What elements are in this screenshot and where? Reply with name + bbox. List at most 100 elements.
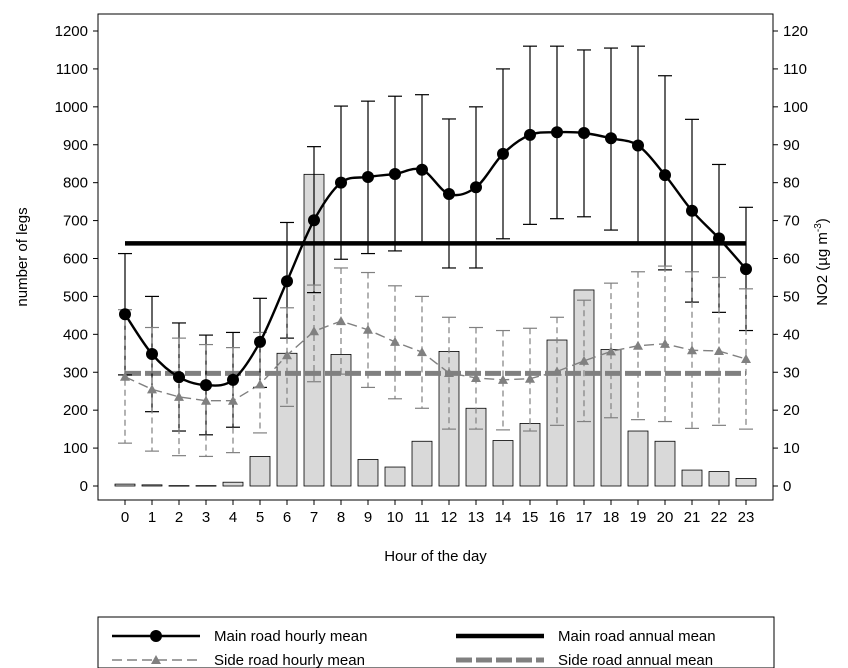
x-tick-label-21: 21 — [684, 509, 701, 526]
main-hourly-mean-point-0 — [119, 308, 131, 321]
main-hourly-mean-point-17 — [578, 126, 590, 139]
left-tick-label-800: 800 — [63, 175, 88, 192]
side-hourly-mean-point-12 — [444, 368, 454, 378]
main-hourly-mean-point-9 — [362, 170, 374, 183]
left-tick-label-500: 500 — [63, 288, 88, 305]
x-tick-label-8: 8 — [337, 509, 345, 526]
side-hourly-mean-point-9 — [363, 324, 373, 334]
side-hourly-mean-point-0 — [120, 371, 130, 381]
main-hourly-mean-point-3 — [200, 379, 212, 392]
bar-hour-20 — [654, 440, 676, 487]
main-hourly-mean-point-16 — [551, 126, 563, 139]
y-axis-right-title-close: ) — [814, 218, 831, 223]
x-tick-label-5: 5 — [256, 509, 264, 526]
hourly-mean-lines — [124, 130, 747, 402]
bar-hour-21 — [681, 469, 703, 487]
x-tick-label-7: 7 — [310, 509, 318, 526]
x-tick-label-0: 0 — [121, 509, 129, 526]
x-axis: 0 1 2 3 4 5 6 7 8 9 10 11 12 13 14 15 16 17 18 19 20 21 22 23 — [121, 500, 755, 526]
x-tick-label-18: 18 — [603, 509, 620, 526]
side-hourly-mean-point-1 — [147, 384, 157, 394]
main-hourly-mean-point-20 — [659, 169, 671, 182]
side-hourly-mean-point-10 — [390, 336, 400, 346]
left-tick-label-100: 100 — [63, 440, 88, 457]
main-hourly-mean-point-11 — [416, 163, 428, 176]
right-tick-label-50: 50 — [783, 288, 800, 305]
right-tick-label-30: 30 — [783, 364, 800, 381]
x-tick-label-17: 17 — [576, 509, 593, 526]
main-hourly-mean-point-10 — [389, 167, 401, 180]
bars-group — [114, 173, 757, 487]
x-tick-label-4: 4 — [229, 509, 237, 526]
legend-label-side-road-annual-mean: Side road annual mean — [558, 652, 713, 668]
bar-hour-4 — [222, 481, 244, 487]
right-tick-label-60: 60 — [783, 251, 800, 268]
side-hourly-mean-point-17 — [579, 355, 589, 365]
x-tick-label-9: 9 — [364, 509, 372, 526]
side-hourly-mean-point-5 — [255, 379, 265, 389]
legend-entries: Main road hourly mean Main road annual me… — [112, 628, 716, 668]
left-tick-label-300: 300 — [63, 364, 88, 381]
side-hourly-mean-point-7 — [309, 326, 319, 336]
side-hourly-mean-point-14 — [498, 374, 508, 384]
x-tick-label-20: 20 — [657, 509, 674, 526]
main-hourly-mean-point-13 — [470, 181, 482, 194]
main-hourly-mean-point-21 — [686, 204, 698, 217]
side-hourly-mean-point-23 — [741, 353, 751, 363]
bar-hour-10 — [384, 466, 406, 487]
left-tick-label-200: 200 — [63, 402, 88, 419]
left-axis: 0 100 200 300 400 500 600 700 800 900 1000 1100 1200 — [55, 23, 98, 495]
side-road-hourly-mean-line — [124, 320, 747, 402]
error-bars — [118, 45, 753, 458]
bar-hour-9 — [357, 459, 379, 487]
main-hourly-mean-point-4 — [227, 373, 239, 386]
main-road-hourly-mean-line — [124, 130, 747, 387]
left-tick-label-700: 700 — [63, 213, 88, 230]
bar-hour-3 — [195, 485, 217, 487]
side-hourly-mean-point-6 — [282, 350, 292, 360]
left-tick-label-1100: 1100 — [56, 61, 88, 78]
main-hourly-mean-point-7 — [308, 214, 320, 227]
left-tick-label-900: 900 — [63, 137, 88, 154]
side-hourly-mean-point-15 — [525, 373, 535, 383]
legend-label-main-road-hourly-mean: Main road hourly mean — [214, 628, 367, 645]
right-tick-label-110: 110 — [783, 61, 807, 78]
right-tick-label-20: 20 — [783, 402, 800, 419]
right-axis: 0 10 20 30 40 50 60 70 80 90 100 110 120 — [773, 23, 808, 495]
left-tick-label-600: 600 — [63, 251, 88, 268]
x-tick-label-2: 2 — [175, 509, 183, 526]
plot-frame — [97, 13, 774, 501]
right-tick-label-100: 100 — [783, 99, 808, 116]
main-hourly-mean-point-5 — [254, 335, 266, 348]
x-tick-label-11: 11 — [414, 509, 430, 526]
bar-hour-17 — [573, 289, 595, 487]
right-tick-label-70: 70 — [783, 213, 800, 230]
side-hourly-mean-point-11 — [417, 347, 427, 357]
right-tick-label-90: 90 — [783, 137, 800, 154]
main-hourly-mean-point-2 — [173, 371, 185, 384]
right-tick-label-120: 120 — [783, 23, 808, 40]
left-tick-label-400: 400 — [63, 326, 88, 343]
main-hourly-mean-point-6 — [281, 275, 293, 288]
main-hourly-mean-point-1 — [146, 348, 158, 361]
x-tick-label-23: 23 — [738, 509, 755, 526]
y-axis-right-title-main: NO2 (µg m — [814, 232, 831, 306]
x-axis-title: Hour of the day — [384, 548, 487, 565]
left-tick-label-1000: 1000 — [55, 99, 88, 116]
main-hourly-mean-point-22 — [713, 232, 725, 245]
x-tick-label-6: 6 — [283, 509, 291, 526]
main-hourly-mean-point-23 — [740, 263, 752, 276]
main-hourly-mean-point-14 — [497, 147, 509, 160]
side-hourly-mean-point-3 — [201, 395, 211, 405]
side-hourly-mean-point-4 — [228, 395, 238, 405]
x-tick-label-19: 19 — [630, 509, 647, 526]
side-hourly-mean-point-22 — [714, 346, 724, 356]
x-tick-label-13: 13 — [468, 509, 485, 526]
bar-hour-19 — [627, 430, 649, 487]
right-tick-label-0: 0 — [783, 478, 791, 495]
side-hourly-mean-point-16 — [552, 366, 562, 376]
bar-hour-2 — [168, 485, 190, 487]
bar-hour-14 — [492, 440, 514, 487]
side-hourly-mean-point-21 — [687, 345, 697, 355]
